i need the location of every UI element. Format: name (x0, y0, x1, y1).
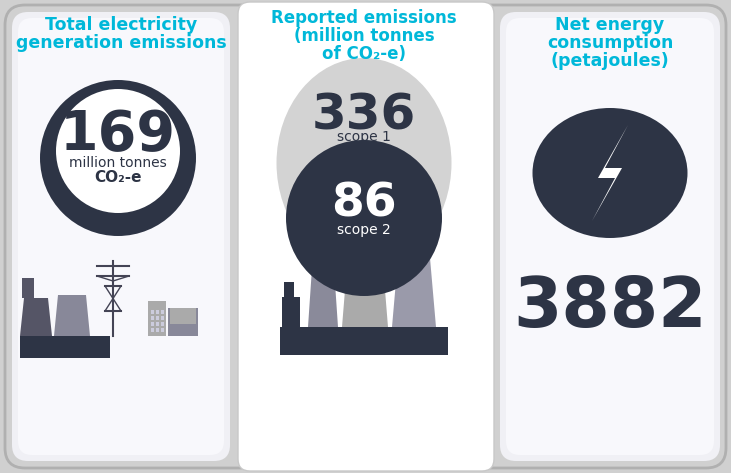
Text: Reported emissions: Reported emissions (271, 9, 457, 27)
Bar (151, 328, 154, 332)
Polygon shape (90, 221, 146, 235)
Ellipse shape (276, 58, 452, 268)
FancyBboxPatch shape (18, 18, 224, 455)
Polygon shape (592, 125, 628, 221)
Text: 3882: 3882 (513, 274, 707, 342)
Bar (161, 328, 164, 332)
Bar (161, 322, 164, 326)
Bar (148, 301, 166, 336)
Bar (284, 282, 294, 297)
Text: generation emissions: generation emissions (15, 34, 227, 52)
Text: million tonnes: million tonnes (69, 156, 167, 170)
FancyBboxPatch shape (500, 12, 720, 461)
Circle shape (56, 89, 180, 213)
Bar (170, 308, 196, 324)
Text: 336: 336 (312, 91, 416, 139)
Polygon shape (342, 253, 388, 327)
Text: scope 2: scope 2 (337, 223, 391, 237)
FancyBboxPatch shape (506, 18, 714, 455)
Text: of CO₂-e): of CO₂-e) (322, 45, 406, 63)
Bar (282, 297, 300, 327)
Text: (petajoules): (petajoules) (550, 52, 670, 70)
Circle shape (40, 80, 196, 236)
FancyBboxPatch shape (5, 5, 726, 468)
Bar (20, 336, 110, 358)
Bar (151, 322, 154, 326)
Polygon shape (20, 298, 52, 336)
FancyBboxPatch shape (12, 12, 230, 461)
Ellipse shape (532, 108, 687, 238)
Polygon shape (54, 295, 90, 336)
Text: CO₂-e: CO₂-e (94, 170, 142, 185)
Text: 169: 169 (60, 108, 176, 162)
Text: Net energy: Net energy (556, 16, 664, 34)
Bar (156, 328, 159, 332)
Text: Total electricity: Total electricity (45, 16, 197, 34)
Bar (168, 308, 198, 336)
Bar (22, 278, 34, 298)
Bar (161, 310, 164, 314)
Text: 86: 86 (331, 182, 397, 227)
Text: (million tonnes: (million tonnes (294, 27, 434, 45)
Text: scope 1: scope 1 (337, 130, 391, 144)
FancyBboxPatch shape (238, 2, 494, 471)
Bar (156, 316, 159, 320)
Bar (151, 316, 154, 320)
Bar (280, 327, 448, 355)
Polygon shape (392, 258, 436, 327)
Text: consumption: consumption (547, 34, 673, 52)
Bar (156, 322, 159, 326)
Bar (151, 310, 154, 314)
Circle shape (286, 140, 442, 296)
Polygon shape (308, 268, 338, 327)
Bar (156, 310, 159, 314)
Bar (161, 316, 164, 320)
